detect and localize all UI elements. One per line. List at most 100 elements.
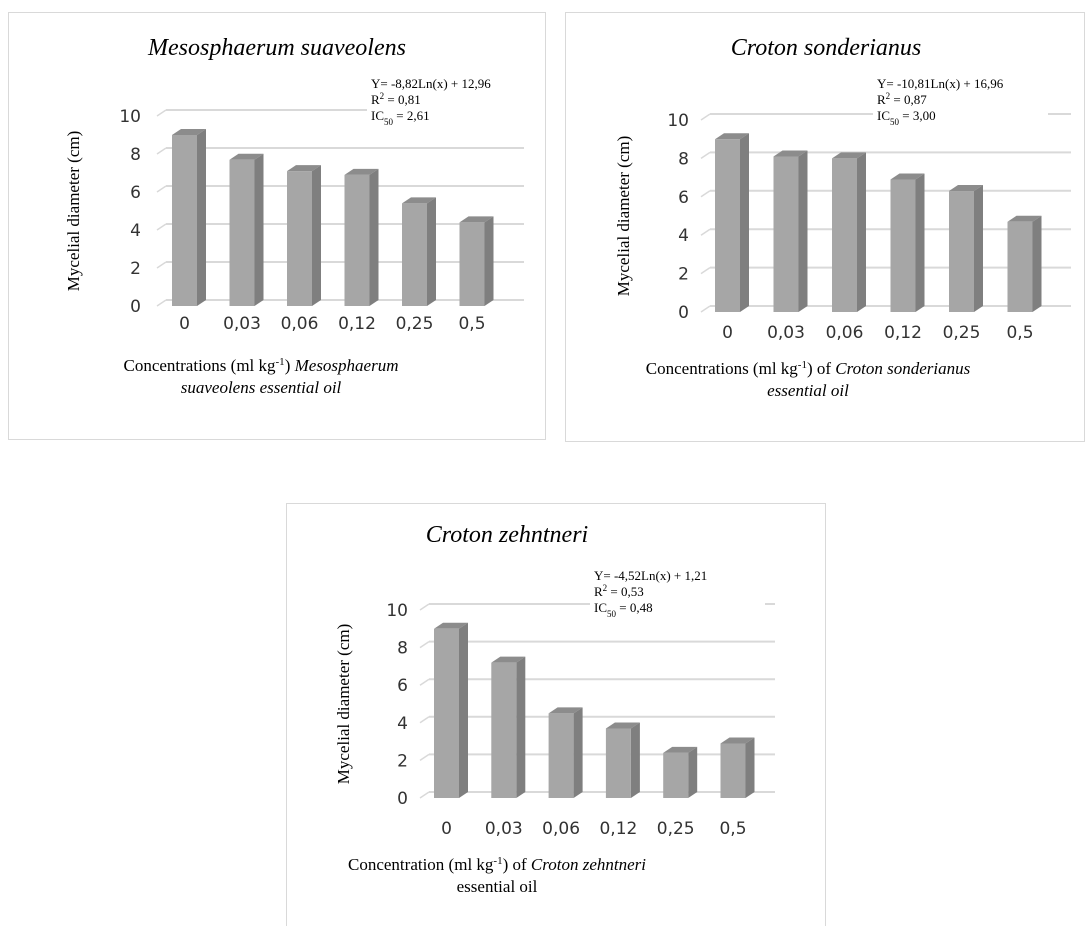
bar-front	[434, 628, 459, 798]
bar-top	[832, 152, 866, 159]
bar-side	[857, 152, 866, 312]
bar-front	[773, 156, 799, 312]
bar-top	[773, 150, 808, 157]
bar-front	[663, 752, 689, 798]
bar-0,06	[548, 707, 583, 798]
x-tick-label: 0,12	[884, 323, 922, 343]
bar-front	[459, 222, 485, 306]
y-tick-label: 4	[397, 714, 408, 734]
y-tick-label: 6	[397, 676, 408, 696]
gridline-corner	[419, 603, 430, 611]
bar-top	[949, 185, 983, 192]
y-tick-label: 0	[678, 303, 689, 323]
chart-svg-croton-sonderianus: 0 2 4 6 8 10 0 0,03 0,06 0,12 0,25 0,5 Croton sonder…	[614, 35, 1071, 400]
bar-front	[548, 713, 574, 798]
y-tick-label: 0	[397, 789, 408, 809]
bar-side	[369, 168, 379, 306]
x-tick-label: 0	[179, 314, 190, 334]
bar-front	[832, 158, 857, 312]
x-tick-label: 0,12	[338, 314, 376, 334]
y-axis-label: Mycelial diameter (cm)	[334, 624, 353, 784]
x-axis-label-line1: Concentrations (ml kg-1) Mesosphaerum	[123, 356, 398, 375]
x-tick-label: 0,5	[1006, 323, 1033, 343]
bar-side	[1032, 215, 1042, 312]
bar-side	[915, 173, 925, 312]
gridline-corner	[700, 113, 711, 121]
chart-title: Mesosphaerum suaveolens	[147, 35, 406, 61]
bar-side	[197, 129, 206, 306]
x-axis-label-line2: essential oil	[767, 381, 849, 400]
chart-svg-croton-zehntneri: 0 2 4 6 8 10 0 0,03 0,06 0,12 0,25 0,5 Croton zehntn…	[334, 522, 775, 896]
bar-side	[740, 133, 749, 312]
bar-front	[344, 174, 370, 306]
bar-side	[484, 216, 494, 306]
bar-front	[605, 728, 631, 798]
chart-title: Croton sonderianus	[731, 35, 921, 61]
ic50: IC50 = 0,48	[594, 600, 653, 619]
ic50: IC50 = 3,00	[877, 108, 936, 127]
bar-0,12	[890, 173, 925, 312]
x-tick-label: 0	[722, 323, 733, 343]
chart-panel-croton-sonderianus: 0 2 4 6 8 10 0 0,03 0,06 0,12 0,25 0,5 Croton sonder…	[565, 12, 1085, 442]
bar-side	[974, 185, 983, 312]
gridline-corner	[156, 185, 167, 193]
equation-bg	[590, 566, 765, 616]
bar-front	[890, 179, 916, 312]
gridline-corner	[419, 640, 430, 649]
y-tick-label: 4	[130, 221, 141, 241]
bar-side	[427, 197, 436, 306]
x-tick-label: 0,06	[826, 323, 864, 343]
bar-front	[172, 135, 197, 306]
gridline-corner	[700, 228, 711, 236]
bar-0,03	[229, 153, 264, 306]
bar-0,06	[287, 165, 321, 306]
gridline-corner	[156, 223, 167, 231]
bar-top	[434, 622, 468, 629]
bar-0,5	[459, 216, 494, 306]
bar-top	[1007, 215, 1042, 222]
regression-equation: Y= -10,81Ln(x) + 16,96	[877, 76, 1004, 91]
x-tick-label: 0,03	[485, 819, 523, 839]
gridline-corner	[156, 299, 167, 307]
bar-top	[172, 129, 206, 135]
bar-side	[516, 656, 526, 798]
bar-front	[402, 203, 427, 306]
y-tick-label: 10	[119, 107, 141, 127]
x-tick-label: 0,06	[281, 314, 319, 334]
x-axis-label-line1: Concentrations (ml kg-1) of Croton sonde…	[646, 359, 971, 378]
y-tick-label: 8	[678, 149, 689, 169]
x-tick-label: 0,25	[657, 819, 695, 839]
bar-top	[491, 656, 526, 663]
x-tick-label: 0,25	[943, 323, 981, 343]
chart-panel-mesosphaerum: 0 2 4 6 8 10 0 0,03 0,06 0,12 0,25 0,5 Mesosphaerum …	[8, 12, 546, 440]
y-tick-label: 0	[130, 297, 141, 317]
x-tick-label: 0,25	[396, 314, 434, 334]
x-axis-label-line1: Concentration (ml kg-1) of Croton zehntn…	[348, 855, 646, 874]
y-tick-label: 6	[678, 188, 689, 208]
bar-0,25	[402, 197, 436, 306]
y-tick-label: 8	[397, 639, 408, 659]
bar-top	[663, 746, 698, 753]
x-tick-label: 0,12	[599, 819, 637, 839]
x-tick-label: 0,03	[223, 314, 261, 334]
chart-panel-croton-zehntneri: 0 2 4 6 8 10 0 0,03 0,06 0,12 0,25 0,5 Croton zehntn…	[286, 503, 826, 926]
gridline-corner	[156, 147, 167, 155]
y-axis-label: Mycelial diameter (cm)	[614, 136, 633, 296]
gridline-corner	[419, 753, 430, 762]
gridline-corner	[700, 305, 711, 313]
y-tick-label: 10	[386, 601, 408, 621]
bar-0,25	[663, 746, 698, 798]
gridline-corner	[156, 261, 167, 269]
bar-0	[434, 622, 468, 798]
bar-top	[459, 216, 494, 223]
y-tick-label: 2	[678, 265, 689, 285]
chart-title: Croton zehntneri	[426, 522, 588, 548]
bar-0	[172, 129, 206, 306]
y-tick-label: 8	[130, 145, 141, 165]
bar-side	[459, 622, 468, 798]
y-tick-label: 2	[130, 259, 141, 279]
y-tick-label: 10	[667, 111, 689, 131]
ic50: IC50 = 2,61	[371, 108, 430, 127]
chart-svg-mesosphaerum: 0 2 4 6 8 10 0 0,03 0,06 0,12 0,25 0,5 Mesosphaerum …	[64, 35, 542, 397]
bar-0,5	[720, 737, 755, 798]
